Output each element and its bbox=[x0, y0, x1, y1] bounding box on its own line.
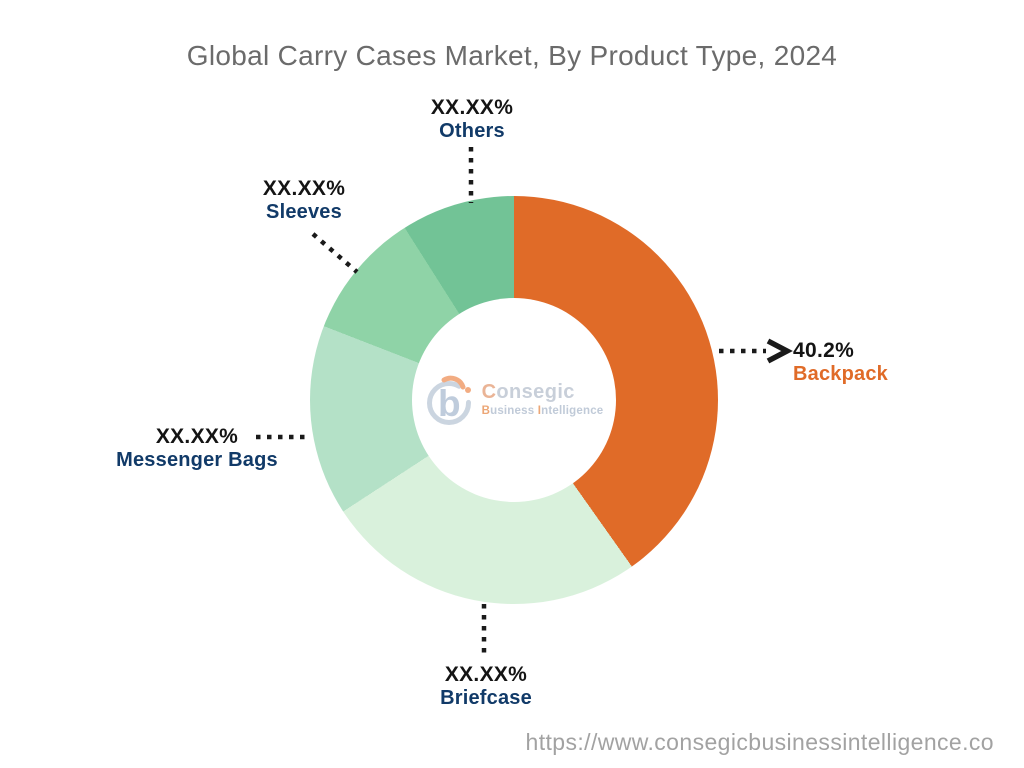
callout-category-others: Others bbox=[439, 120, 505, 142]
brand-name: Consegic bbox=[481, 381, 575, 404]
callout-sleeves: XX.XX% Sleeves bbox=[263, 177, 345, 224]
arrow-right-icon bbox=[766, 338, 793, 364]
callout-category-messenger-bags: Messenger Bags bbox=[116, 449, 278, 471]
callout-category-backpack: Backpack bbox=[793, 363, 888, 385]
callout-category-briefcase: Briefcase bbox=[440, 687, 532, 709]
callout-category-sleeves: Sleeves bbox=[266, 201, 342, 223]
consegic-logo: b Consegic Business Intelligence bbox=[425, 371, 604, 429]
donut-hole: b Consegic Business Intelligence bbox=[412, 298, 616, 502]
callout-percent-sleeves: XX.XX% bbox=[262, 177, 346, 200]
donut-chart: b Consegic Business Intelligence bbox=[310, 196, 718, 604]
callout-messenger-bags: XX.XX% Messenger Bags bbox=[116, 425, 278, 472]
callout-percent-backpack: 40.2% bbox=[793, 339, 855, 362]
callout-percent-messenger-bags: XX.XX% bbox=[155, 425, 239, 448]
brand-tagline: Business Intelligence bbox=[481, 405, 604, 418]
callout-briefcase: XX.XX% Briefcase bbox=[440, 663, 532, 710]
callout-backpack: 40.2% Backpack bbox=[793, 339, 888, 386]
consegic-logo-icon: b bbox=[426, 375, 471, 425]
callout-percent-briefcase: XX.XX% bbox=[444, 663, 528, 686]
callout-others: XX.XX% Others bbox=[431, 96, 513, 143]
source-url: https://www.consegicbusinessintelligence… bbox=[525, 729, 994, 755]
chart-title: Global Carry Cases Market, By Product Ty… bbox=[186, 40, 838, 71]
consegic-logo-text: Consegic Business Intelligence bbox=[481, 381, 604, 418]
svg-text:b: b bbox=[438, 383, 461, 424]
callout-percent-others: XX.XX% bbox=[430, 96, 514, 119]
leader-line-sleeves bbox=[311, 232, 359, 274]
